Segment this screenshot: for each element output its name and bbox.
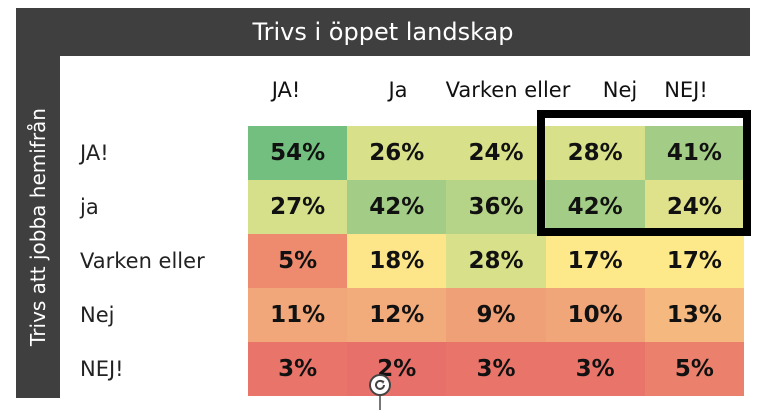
heatmap-cell: 28%	[446, 234, 546, 288]
heatmap-cell: 11%	[248, 288, 348, 342]
heatmap-cell: 24%	[644, 180, 744, 234]
heatmap-cell: 9%	[446, 288, 546, 342]
drag-handle[interactable]	[379, 396, 381, 410]
heatmap-cell: 3%	[248, 342, 348, 396]
heatmap-cell: 2%	[347, 342, 447, 396]
row-label: NEJ!	[80, 357, 124, 381]
heatmap-cell: 10%	[545, 288, 645, 342]
heatmap-cell: 12%	[347, 288, 447, 342]
heatmap-cell: 42%	[545, 180, 645, 234]
row-axis-title: Trivs att jobba hemifrån	[26, 108, 50, 346]
heatmap-cell: 18%	[347, 234, 447, 288]
heatmap-cell: 27%	[248, 180, 348, 234]
heatmap-cell: 24%	[446, 126, 546, 180]
heatmap-cell: 41%	[644, 126, 744, 180]
chart-title: Trivs i öppet landskap	[252, 18, 514, 46]
heatmap-cell: 54%	[248, 126, 348, 180]
row-label: Varken eller	[80, 249, 205, 273]
column-label: Nej	[602, 78, 638, 102]
column-label: JA!	[271, 78, 301, 102]
row-label: Nej	[80, 303, 115, 327]
heatmap-cell: 28%	[545, 126, 645, 180]
heatmap-cell: 17%	[644, 234, 744, 288]
heatmap-cell: 13%	[644, 288, 744, 342]
heatmap-cell: 26%	[347, 126, 447, 180]
row-axis-header: Trivs att jobba hemifrån	[16, 56, 60, 398]
refresh-icon[interactable]	[369, 374, 391, 396]
column-label: Ja	[388, 78, 408, 102]
column-axis-header: Trivs i öppet landskap	[16, 8, 750, 56]
row-label: ja	[80, 195, 99, 219]
heatmap-cell: 36%	[446, 180, 546, 234]
heatmap-cell: 42%	[347, 180, 447, 234]
heatmap-cell: 3%	[545, 342, 645, 396]
column-label: Varken eller	[445, 78, 571, 102]
heatmap-cell: 17%	[545, 234, 645, 288]
heatmap-cell: 5%	[248, 234, 348, 288]
row-label: JA!	[80, 141, 109, 165]
column-label: NEJ!	[664, 78, 708, 102]
heatmap-cell: 3%	[446, 342, 546, 396]
heatmap-cell: 5%	[644, 342, 744, 396]
